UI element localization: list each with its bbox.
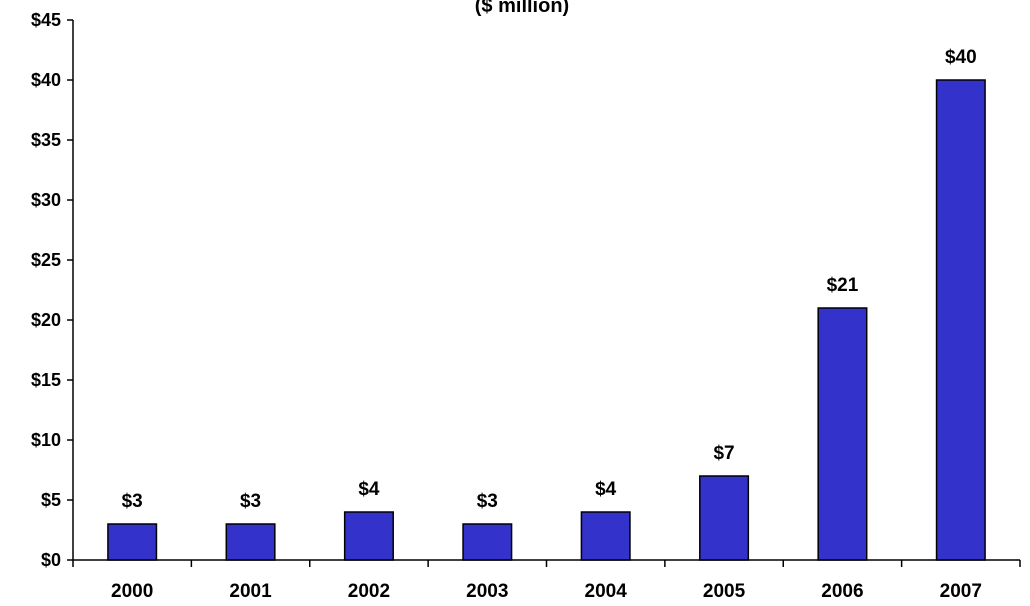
data-label: $40 [945,47,977,68]
y-tick-label: $15 [31,370,61,390]
x-axis: 2000 2001 2002 2003 2004 2005 2006 2007 [72,559,1021,602]
x-tick-label: 2002 [348,581,390,602]
y-axis: $0 $5 $10 $15 $20 $25 $30 $35 $40 $45 [31,10,74,570]
bar [935,79,986,561]
data-labels: $3 $3 $4 $3 $4 $7 $21 $40 [122,47,977,512]
x-tick-label: 2005 [703,581,746,602]
y-tick-label: $45 [31,10,61,30]
data-label: $3 [240,491,261,512]
x-tick-label: 2007 [940,581,982,602]
y-tick-label: $30 [31,190,61,210]
x-tick-label: 2000 [111,581,153,602]
bar [817,307,868,561]
x-tick-label: 2001 [229,581,272,602]
bar [699,475,750,561]
data-label: $21 [827,275,859,296]
data-label: $3 [122,491,143,512]
data-label: $3 [477,491,498,512]
bar [225,523,276,561]
y-tick-label: $5 [41,490,61,510]
bars [107,79,986,561]
y-tick-label: $35 [31,130,61,150]
x-tick-label: 2004 [585,581,628,602]
bar [107,523,158,561]
y-tick-label: $40 [31,70,61,90]
y-tick-label: $20 [31,310,61,330]
y-tick-label: $10 [31,430,61,450]
y-tick-label: $0 [41,550,61,570]
data-label: $4 [358,479,380,500]
bar [580,511,631,561]
y-tick-label: $25 [31,250,61,270]
data-label: $4 [595,479,617,500]
x-tick-label: 2006 [821,581,863,602]
bar [462,523,513,561]
data-label: $7 [713,443,734,464]
x-tick-label: 2003 [466,581,508,602]
chart-subtitle: ($ million) [475,0,569,17]
bar [343,511,394,561]
